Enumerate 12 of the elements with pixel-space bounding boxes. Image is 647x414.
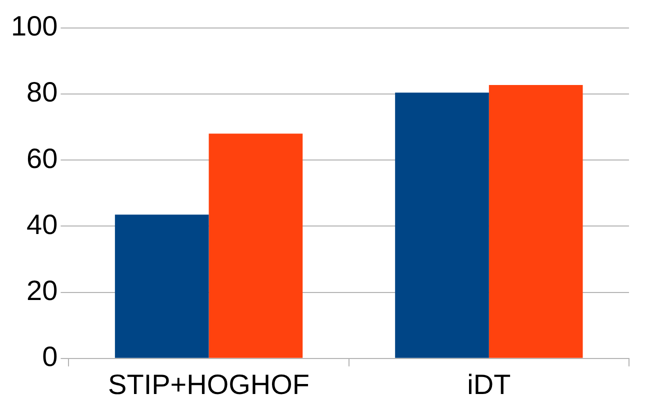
x-tick-label: STIP+HOGHOF: [108, 368, 310, 400]
bar: [114, 214, 209, 358]
y-tick-label: 60: [26, 142, 58, 174]
y-tick-label: 80: [26, 76, 58, 108]
y-tick-label: 100: [11, 10, 58, 42]
x-tick-label: iDT: [467, 368, 511, 400]
bar: [488, 84, 583, 358]
bar: [208, 134, 303, 358]
bar: [395, 92, 489, 358]
y-tick-label: 0: [42, 341, 58, 372]
y-tick-label: 40: [26, 208, 58, 240]
y-tick-label: 20: [26, 275, 58, 306]
